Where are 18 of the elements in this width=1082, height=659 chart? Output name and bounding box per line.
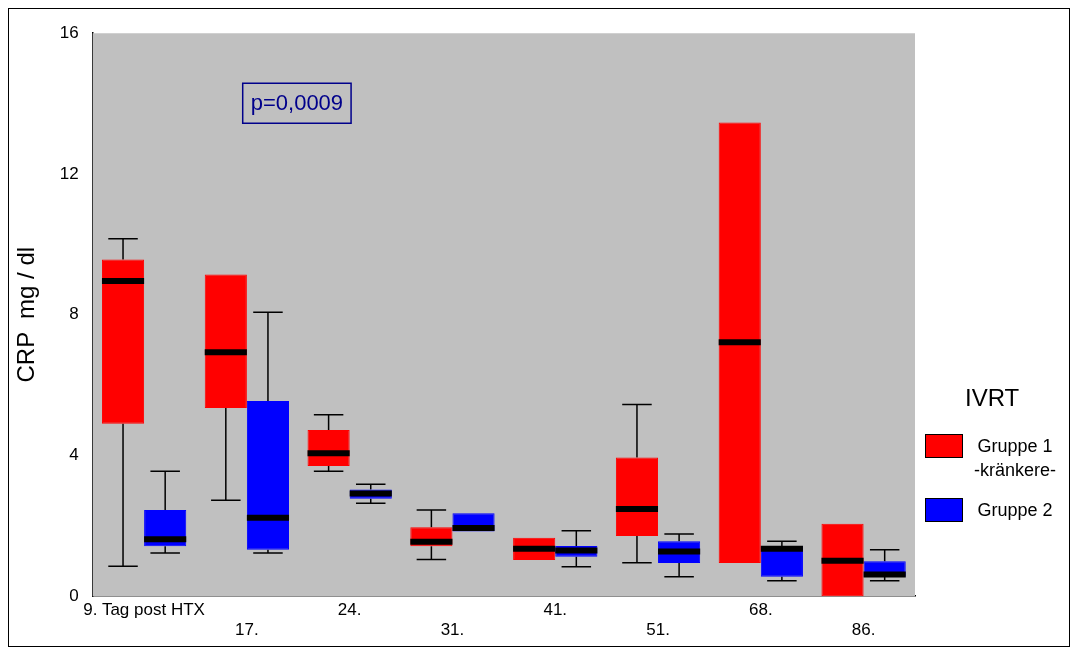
legend-title: IVRT (965, 384, 1021, 412)
annotation: p=0,0009 (250, 90, 344, 116)
y-tick-label: 0 (69, 585, 79, 605)
x-tick-label: 86. (851, 620, 876, 640)
x-tick-label: 31. (440, 620, 465, 640)
y-tick-label: 12 (59, 163, 79, 183)
x-tick-label: 24. (337, 600, 362, 620)
legend-label: Gruppe 1 -kränkere- (973, 436, 1057, 480)
y-tick-label: 16 (59, 22, 79, 42)
legend-label: Gruppe 2 (977, 500, 1053, 520)
x-tick-label: 9. Tag post HTX (83, 600, 205, 620)
x-tick-label: 68. (749, 600, 773, 620)
x-tick-label: 51. (646, 620, 670, 640)
y-axis-title: CRP mg / dl (12, 246, 40, 383)
x-tick-label: 41. (543, 600, 568, 620)
x-tick-label: 17. (235, 620, 259, 640)
y-tick-label: 4 (69, 445, 79, 465)
y-tick-label: 8 (69, 304, 79, 324)
